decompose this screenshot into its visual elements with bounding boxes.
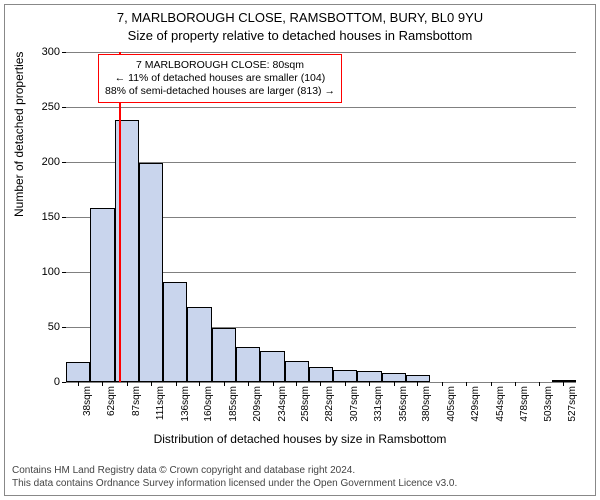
- ytick-label: 150: [26, 211, 60, 223]
- xtick-label: 258sqm: [300, 386, 311, 422]
- xtick-label: 454sqm: [495, 386, 506, 422]
- plot-area: 05010015020025030038sqm62sqm87sqm111sqm1…: [66, 52, 576, 382]
- ytick-mark: [62, 382, 66, 383]
- histogram-bar: [406, 375, 430, 382]
- xtick-label: 209sqm: [252, 386, 263, 422]
- histogram-bar: [163, 282, 187, 382]
- xtick-label: 87sqm: [131, 386, 142, 416]
- xtick-mark: [442, 382, 443, 386]
- histogram-bar: [285, 361, 309, 382]
- histogram-bar: [260, 351, 284, 382]
- histogram-bar: [212, 328, 236, 382]
- histogram-bar: [382, 373, 406, 382]
- ytick-mark: [62, 272, 66, 273]
- xtick-label: 136sqm: [180, 386, 191, 422]
- ytick-label: 250: [26, 101, 60, 113]
- xtick-mark: [102, 382, 103, 386]
- xtick-mark: [127, 382, 128, 386]
- xtick-mark: [394, 382, 395, 386]
- annotation-line2: ← 11% of detached houses are smaller (10…: [105, 72, 335, 85]
- annotation-box: 7 MARLBOROUGH CLOSE: 80sqm← 11% of detac…: [98, 54, 342, 103]
- ytick-label: 50: [26, 321, 60, 333]
- xtick-label: 307sqm: [349, 386, 360, 422]
- chart-title-line1: 7, MARLBOROUGH CLOSE, RAMSBOTTOM, BURY, …: [0, 10, 600, 25]
- xtick-mark: [539, 382, 540, 386]
- histogram-bar: [187, 307, 211, 382]
- ytick-mark: [62, 52, 66, 53]
- ytick-mark: [62, 327, 66, 328]
- xtick-mark: [78, 382, 79, 386]
- xtick-mark: [320, 382, 321, 386]
- xtick-mark: [515, 382, 516, 386]
- histogram-bar: [357, 371, 381, 382]
- ytick-label: 0: [26, 376, 60, 388]
- histogram-bar: [66, 362, 90, 382]
- histogram-bar: [236, 347, 260, 382]
- xtick-label: 185sqm: [228, 386, 239, 422]
- xtick-label: 429sqm: [470, 386, 481, 422]
- xtick-mark: [417, 382, 418, 386]
- gridline-h: [66, 107, 576, 108]
- xtick-mark: [491, 382, 492, 386]
- ytick-mark: [62, 162, 66, 163]
- xtick-label: 160sqm: [203, 386, 214, 422]
- xtick-mark: [224, 382, 225, 386]
- histogram-bar: [333, 370, 357, 382]
- histogram-bar: [139, 163, 163, 382]
- xtick-mark: [466, 382, 467, 386]
- xtick-label: 111sqm: [155, 386, 166, 420]
- y-axis-label: Number of detached properties: [12, 52, 26, 217]
- xtick-mark: [151, 382, 152, 386]
- ytick-mark: [62, 107, 66, 108]
- xtick-label: 478sqm: [519, 386, 530, 422]
- xtick-label: 356sqm: [398, 386, 409, 422]
- footer-attribution: Contains HM Land Registry data © Crown c…: [12, 465, 457, 490]
- xtick-mark: [199, 382, 200, 386]
- xtick-label: 405sqm: [446, 386, 457, 422]
- xtick-label: 282sqm: [324, 386, 335, 422]
- xtick-label: 234sqm: [277, 386, 288, 422]
- xtick-label: 380sqm: [421, 386, 432, 422]
- ytick-label: 300: [26, 46, 60, 58]
- xtick-label: 503sqm: [543, 386, 554, 422]
- gridline-h: [66, 52, 576, 53]
- footer-line2: This data contains Ordnance Survey infor…: [12, 478, 457, 491]
- histogram-bar: [309, 367, 333, 382]
- xtick-mark: [345, 382, 346, 386]
- x-axis-label: Distribution of detached houses by size …: [0, 432, 600, 446]
- xtick-mark: [273, 382, 274, 386]
- xtick-mark: [563, 382, 564, 386]
- chart-title-line2: Size of property relative to detached ho…: [0, 28, 600, 43]
- footer-line1: Contains HM Land Registry data © Crown c…: [12, 465, 457, 478]
- xtick-mark: [248, 382, 249, 386]
- xtick-label: 62sqm: [106, 386, 117, 416]
- ytick-label: 200: [26, 156, 60, 168]
- xtick-label: 38sqm: [82, 386, 93, 416]
- ytick-mark: [62, 217, 66, 218]
- xtick-label: 527sqm: [567, 386, 578, 422]
- xtick-mark: [296, 382, 297, 386]
- annotation-line3: 88% of semi-detached houses are larger (…: [105, 85, 335, 98]
- annotation-line1: 7 MARLBOROUGH CLOSE: 80sqm: [105, 59, 335, 72]
- xtick-label: 331sqm: [373, 386, 384, 422]
- histogram-bar: [90, 208, 114, 382]
- xtick-mark: [369, 382, 370, 386]
- ytick-label: 100: [26, 266, 60, 278]
- xtick-mark: [176, 382, 177, 386]
